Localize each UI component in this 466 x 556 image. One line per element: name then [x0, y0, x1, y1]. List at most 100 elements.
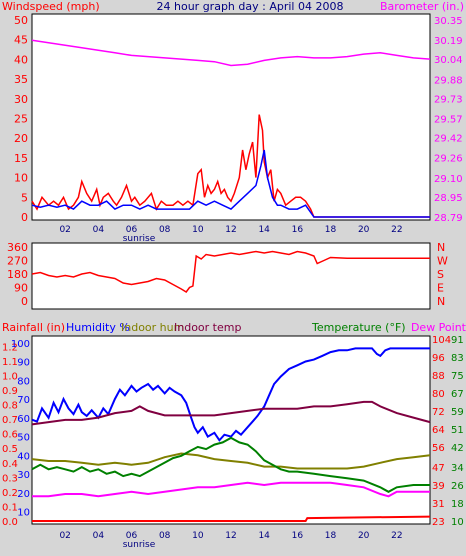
x-tick-label: 12: [225, 225, 236, 235]
temp-tick-alt: 18: [451, 499, 464, 510]
humidity-tick: 30: [17, 470, 30, 481]
x-tick-label: 18: [325, 225, 337, 235]
barometer-tick: 30.35: [434, 16, 463, 27]
x-tick-label: 22: [391, 225, 402, 235]
windspeed-tick: 20: [14, 132, 28, 145]
temp-tick: 96: [432, 353, 445, 364]
rainfall-tick: 0.1: [2, 502, 18, 513]
rainfall-tick: 0.6: [2, 430, 18, 441]
rainfall-tick: 0.9: [2, 386, 18, 397]
wind-gust-line: [31, 114, 430, 218]
humidity-tick: 80: [17, 376, 30, 387]
rainfall-tick: 1.2: [2, 342, 18, 353]
windspeed-tick: 40: [14, 53, 28, 66]
x-tick-label: 04: [93, 531, 105, 541]
humidity-tick: 90: [17, 358, 30, 369]
direction-tick: 0: [21, 295, 28, 308]
temp-tick-alt: 83: [451, 353, 464, 364]
rainfall-tick: 0.0: [2, 517, 18, 528]
temp-tick-alt: 10: [451, 517, 464, 528]
x-tick-label: 08: [159, 225, 171, 235]
x-tick-label: 22: [391, 531, 402, 541]
humidity-tick: 40: [17, 451, 30, 462]
humidity-tick: 70: [17, 395, 30, 406]
x-tick-label: 18: [325, 531, 337, 541]
rainfall-tick: 0.4: [2, 459, 18, 470]
temp-tick: 88: [432, 371, 445, 382]
compass-tick: N: [437, 295, 445, 308]
climate-series: [31, 347, 431, 522]
wind-plot-area: [31, 13, 431, 221]
compass-tick: E: [437, 282, 444, 295]
temp-tick: 56: [432, 443, 445, 454]
windspeed-tick: 35: [14, 73, 28, 86]
x-tick-label: 14: [258, 225, 270, 235]
humidity-tick: 50: [17, 433, 30, 444]
temp-tick: 47: [432, 463, 445, 474]
rainfall-tick: 0.2: [2, 488, 18, 499]
windspeed-axis-title: Windspeed (mph): [2, 0, 100, 13]
barometer-tick: 28.95: [434, 193, 463, 204]
windspeed-tick-labels: 0 5 10 15 20 25 30 35 40 45 50: [14, 14, 28, 224]
wind-series: [31, 39, 431, 218]
windspeed-tick: 45: [14, 34, 28, 47]
x-tick-label: 20: [358, 225, 370, 235]
humidity-tick-labels: 10 20 30 40 50 60 70 80 90 100: [11, 339, 30, 519]
direction-tick: 360: [7, 241, 28, 254]
x-tick-label: 02: [59, 225, 70, 235]
temperature-axis-title: Temperature (°F): [311, 321, 406, 334]
x-tick-label: 04: [93, 225, 105, 235]
barometer-tick: 29.57: [434, 115, 463, 126]
x-tick-label: 20: [358, 531, 370, 541]
indoor-temp-line: [31, 400, 431, 426]
barometer-tick: 29.10: [434, 174, 463, 185]
rainfall-tick: 0.8: [2, 401, 18, 412]
barometer-tick: 30.19: [434, 36, 463, 47]
sunrise-label-bottom: sunrise: [123, 540, 156, 550]
indoor-temp-legend: Indoor temp: [174, 321, 241, 334]
compass-tick: S: [437, 268, 444, 281]
compass-tick: N: [437, 241, 445, 254]
x-tick-label: 10: [192, 225, 204, 235]
windspeed-tick: 0: [21, 211, 28, 224]
barometer-axis-title: Barometer (in.): [380, 0, 464, 13]
wind-direction-line: [31, 250, 430, 293]
windspeed-tick: 30: [14, 93, 28, 106]
barometer-line: [31, 39, 431, 67]
direction-series: [31, 250, 430, 293]
rainfall-in-line: [32, 515, 431, 522]
compass-tick: W: [437, 255, 448, 268]
rainfall-tick: 0.5: [2, 444, 18, 455]
wind-average-line: [31, 149, 430, 218]
barometer-tick: 29.26: [434, 154, 463, 165]
temp-tick-alt: 42: [451, 443, 464, 454]
x-tick-label: 12: [225, 531, 236, 541]
indoor-hum-legend: Indoor hum: [121, 321, 184, 334]
humidity-axis-title: Humidity %: [66, 321, 130, 334]
windspeed-tick: 10: [14, 172, 28, 185]
barometer-tick: 30.04: [434, 55, 463, 66]
climate-plot-area: [31, 335, 431, 525]
x-tick-label: 10: [192, 531, 204, 541]
humidity-line: [31, 347, 430, 442]
x-tick-label: 06: [126, 531, 138, 541]
dew-point-axis-title: Dew Point: [411, 321, 466, 334]
temp-tick-alt: 67: [451, 389, 464, 400]
sunrise-label: sunrise: [123, 234, 156, 244]
x-tick-label: 14: [258, 531, 270, 541]
rainfall-tick: 0.7: [2, 415, 18, 426]
humidity-tick: 60: [17, 414, 30, 425]
chart-title: 24 hour graph day : April 04 2008: [157, 0, 344, 13]
wind-x-tick-labels: 02 04 06 08 10 12 14 16 18 20 22: [59, 225, 402, 235]
temp-tick: 23: [432, 517, 445, 528]
temp-tick-alt: 75: [451, 371, 464, 382]
barometer-tick-labels: 28.79 28.95 29.10 29.26 29.42 29.57 29.73 29.88…: [434, 16, 463, 224]
windspeed-tick: 50: [14, 14, 28, 27]
temp-tick-alt: 91: [451, 335, 464, 346]
barometer-tick: 29.88: [434, 75, 463, 86]
direction-tick: 180: [7, 268, 28, 281]
barometer-tick: 29.42: [434, 133, 463, 144]
temp-tick: 104: [432, 335, 451, 346]
